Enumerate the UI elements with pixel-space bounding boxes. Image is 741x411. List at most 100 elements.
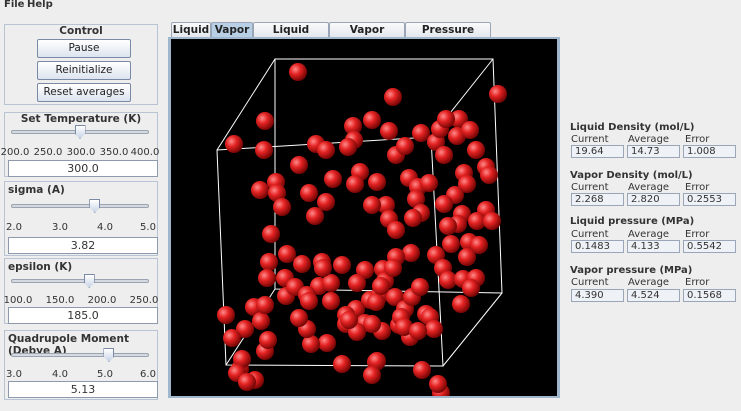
quadrupole-slider-track[interactable]	[11, 353, 149, 357]
tick-label: 200.0	[87, 295, 117, 306]
tab-vapor-density[interactable]: Vapor Density	[329, 22, 405, 51]
vapor-density-average: 2.820	[627, 193, 680, 206]
quadrupole-slider-thumb[interactable]	[103, 348, 115, 362]
molecule-sphere	[452, 295, 470, 313]
error-header: Error	[685, 229, 710, 240]
molecule-sphere	[437, 110, 455, 128]
sigma-slider-track[interactable]	[11, 204, 149, 208]
epsilon-title: epsilon (K)	[8, 261, 73, 273]
reset-averages-button[interactable]: Reset averages	[37, 83, 131, 102]
sigma-slider-thumb[interactable]	[89, 199, 101, 213]
molecule-sphere	[238, 373, 256, 391]
temperature-value-field[interactable]: 300.0	[8, 160, 158, 177]
tick-label: 5.0	[97, 369, 113, 380]
average-header: Average	[628, 182, 670, 193]
control-title: Control	[59, 25, 103, 37]
epsilon-slider-panel: epsilon (K) 100.0 150.0 200.0 250.0 185.…	[4, 258, 158, 324]
molecule-sphere	[407, 190, 425, 208]
epsilon-slider-track[interactable]	[11, 279, 149, 283]
molecule-sphere	[450, 110, 468, 128]
error-header: Error	[685, 134, 710, 145]
liquid-pressure-error: 0.5542	[683, 240, 736, 253]
molecule-sphere	[420, 174, 438, 192]
tick-label: 250.0	[33, 147, 63, 158]
tab-vapor[interactable]: Vapor	[211, 22, 253, 38]
error-header: Error	[685, 182, 710, 193]
molecule-sphere	[324, 170, 342, 188]
tick-label: 6.0	[140, 369, 156, 380]
epsilon-slider-thumb[interactable]	[83, 274, 95, 288]
tick-label: 200.0	[0, 147, 30, 158]
molecule-sphere	[442, 235, 460, 253]
menu-bar: File Help	[0, 0, 741, 12]
molecule-sphere	[363, 196, 381, 214]
tab-pressure-history[interactable]: Pressure History	[405, 22, 491, 51]
reinitialize-button[interactable]: Reinitialize	[37, 61, 131, 80]
menu-help[interactable]: Help	[27, 0, 53, 10]
molecule-sphere	[372, 277, 390, 295]
menu-file[interactable]: File	[4, 0, 25, 10]
liquid-pressure-current: 0.1483	[571, 240, 624, 253]
tick-label: 5.0	[140, 222, 156, 233]
simulation-view-frame	[168, 37, 560, 402]
molecule-sphere	[346, 175, 364, 193]
vapor-pressure-average: 4.524	[627, 289, 680, 302]
current-header: Current	[571, 229, 609, 240]
control-panel: Control Pause Reinitialize Reset average…	[4, 24, 158, 105]
molecule-sphere	[458, 248, 476, 266]
molecule-sphere	[435, 195, 453, 213]
molecule-sphere	[402, 244, 420, 262]
temperature-slider-thumb[interactable]	[74, 125, 86, 139]
molecule-sphere	[429, 375, 447, 393]
molecule-sphere	[363, 111, 381, 129]
molecule-sphere	[368, 352, 386, 370]
quadrupole-value-field[interactable]: 5.13	[8, 381, 158, 398]
tick-label: 3.0	[6, 369, 22, 380]
molecule-sphere	[462, 279, 480, 297]
molecule-sphere	[339, 138, 357, 156]
molecule-sphere	[384, 259, 402, 277]
molecule-box-svg	[216, 58, 507, 402]
molecule-sphere	[300, 292, 318, 310]
molecule-sphere	[380, 122, 398, 140]
molecule-sphere	[223, 329, 241, 347]
tick-label: 250.0	[129, 295, 159, 306]
molecule-sphere	[225, 135, 243, 153]
tick-label: 350.0	[99, 147, 129, 158]
molecule-sphere	[340, 311, 358, 329]
tick-label: 3.0	[52, 222, 68, 233]
molecule-sphere	[302, 335, 320, 353]
molecules-group	[217, 63, 507, 402]
molecule-sphere	[314, 259, 332, 277]
molecule-sphere	[318, 334, 336, 352]
molecule-sphere	[363, 366, 381, 384]
sigma-value-field[interactable]: 3.82	[8, 237, 158, 254]
vapor-density-current: 2.268	[571, 193, 624, 206]
molecule-sphere	[461, 121, 479, 139]
molecule-canvas[interactable]	[171, 39, 557, 402]
molecule-sphere	[217, 306, 235, 324]
molecule-sphere	[262, 225, 280, 243]
tick-label: 4.0	[97, 222, 113, 233]
molecule-sphere	[322, 274, 340, 292]
molecule-sphere	[483, 212, 501, 230]
tab-liquid-density[interactable]: Liquid Density	[253, 22, 329, 51]
molecule-sphere	[259, 331, 277, 349]
molecule-sphere	[278, 245, 296, 263]
tick-label: 300.0	[66, 147, 96, 158]
liquid-density-title: Liquid Density (mol/L)	[570, 122, 695, 133]
pause-button[interactable]: Pause	[37, 39, 131, 58]
molecule-sphere	[412, 124, 430, 142]
molecule-sphere	[396, 137, 414, 155]
tick-label: 400.0	[130, 147, 160, 158]
vapor-pressure-current: 4.390	[571, 289, 624, 302]
tab-liquid[interactable]: Liquid	[171, 22, 211, 38]
epsilon-value-field[interactable]: 185.0	[8, 307, 158, 324]
liquid-pressure-average: 4.133	[627, 240, 680, 253]
molecule-sphere	[348, 274, 366, 292]
vapor-pressure-error: 0.1568	[683, 289, 736, 302]
molecule-sphere	[395, 318, 413, 336]
molecule-sphere	[289, 63, 307, 81]
molecule-sphere	[363, 315, 381, 333]
molecule-sphere	[255, 141, 273, 159]
